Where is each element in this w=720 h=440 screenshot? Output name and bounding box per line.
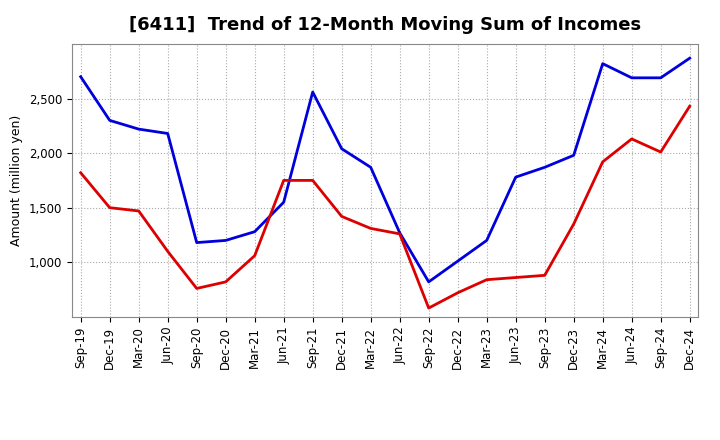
- Net Income: [598, 159, 607, 165]
- Net Income: [395, 231, 404, 237]
- Net Income: [366, 226, 375, 231]
- Net Income: [570, 221, 578, 227]
- Net Income: [454, 290, 462, 295]
- Line: Net Income: Net Income: [81, 106, 690, 308]
- Title: [6411]  Trend of 12-Month Moving Sum of Incomes: [6411] Trend of 12-Month Moving Sum of I…: [129, 16, 642, 34]
- Ordinary Income: [598, 61, 607, 66]
- Net Income: [657, 150, 665, 155]
- Ordinary Income: [221, 238, 230, 243]
- Net Income: [541, 273, 549, 278]
- Net Income: [279, 178, 288, 183]
- Net Income: [685, 103, 694, 109]
- Ordinary Income: [454, 259, 462, 264]
- Ordinary Income: [657, 75, 665, 81]
- Ordinary Income: [395, 230, 404, 235]
- Net Income: [627, 136, 636, 142]
- Ordinary Income: [308, 89, 317, 95]
- Net Income: [511, 275, 520, 280]
- Net Income: [105, 205, 114, 210]
- Net Income: [135, 208, 143, 213]
- Net Income: [482, 277, 491, 282]
- Net Income: [251, 253, 259, 258]
- Line: Ordinary Income: Ordinary Income: [81, 58, 690, 282]
- Net Income: [338, 214, 346, 219]
- Ordinary Income: [338, 146, 346, 151]
- Ordinary Income: [570, 153, 578, 158]
- Ordinary Income: [424, 279, 433, 285]
- Ordinary Income: [366, 165, 375, 170]
- Ordinary Income: [482, 238, 491, 243]
- Net Income: [76, 170, 85, 176]
- Y-axis label: Amount (million yen): Amount (million yen): [10, 115, 23, 246]
- Net Income: [221, 279, 230, 285]
- Ordinary Income: [251, 229, 259, 235]
- Net Income: [163, 249, 172, 254]
- Ordinary Income: [685, 55, 694, 61]
- Net Income: [192, 286, 201, 291]
- Ordinary Income: [135, 126, 143, 132]
- Ordinary Income: [76, 74, 85, 79]
- Ordinary Income: [192, 240, 201, 245]
- Legend: Ordinary Income, Net Income: Ordinary Income, Net Income: [225, 438, 545, 440]
- Ordinary Income: [279, 200, 288, 205]
- Ordinary Income: [541, 165, 549, 170]
- Ordinary Income: [105, 118, 114, 123]
- Ordinary Income: [511, 175, 520, 180]
- Net Income: [424, 305, 433, 311]
- Ordinary Income: [163, 131, 172, 136]
- Ordinary Income: [627, 75, 636, 81]
- Net Income: [308, 178, 317, 183]
